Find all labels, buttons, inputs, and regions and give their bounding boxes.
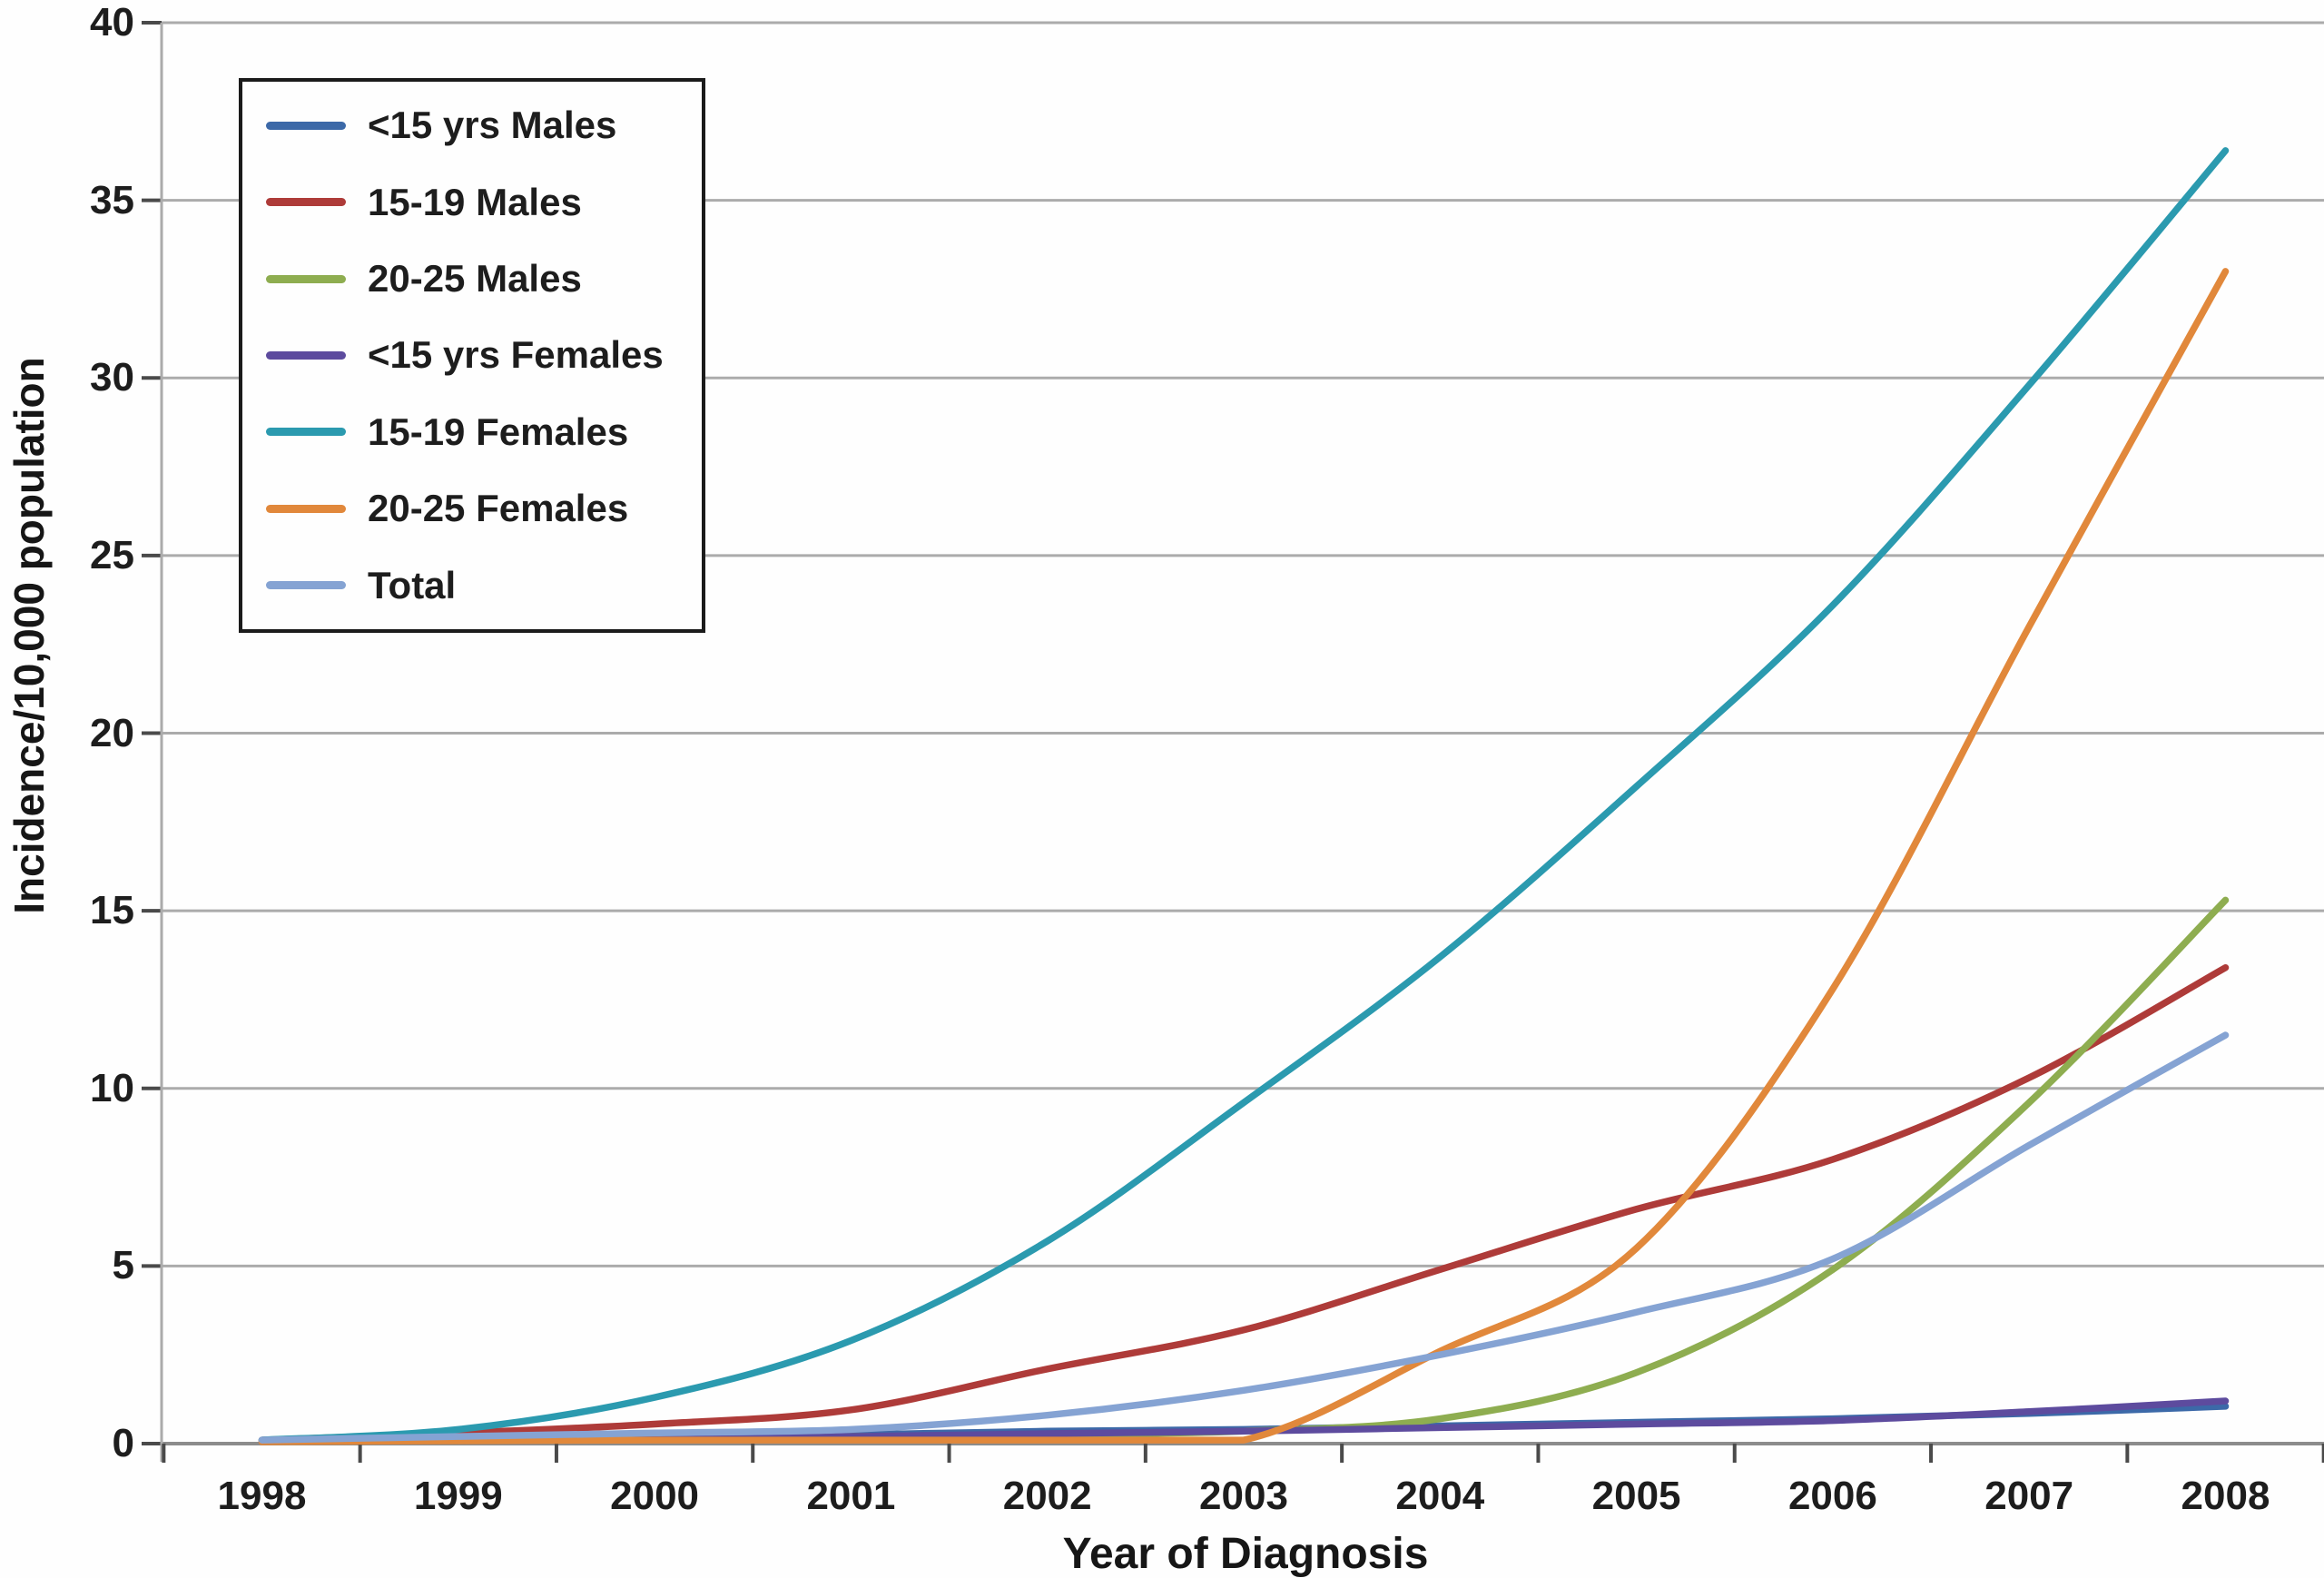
y-tick-label: 40: [90, 0, 134, 44]
legend-label: 20-25 Males: [368, 257, 582, 301]
legend-line-swatch: [266, 198, 346, 207]
x-tick-label: 2004: [1395, 1474, 1485, 1518]
legend-line-swatch: [266, 121, 346, 130]
legend-item: 20-25 Females: [242, 472, 702, 545]
x-tick-label: 2008: [2181, 1474, 2270, 1518]
legend-label: 15-19 Females: [368, 409, 629, 453]
y-tick-label: 15: [90, 888, 134, 933]
legend-line-swatch: [266, 350, 346, 360]
x-tick-label: 2001: [806, 1474, 896, 1518]
legend-item: 20-25 Males: [242, 242, 702, 315]
x-tick-label: 2007: [1984, 1474, 2074, 1518]
legend-label: <15 yrs Males: [368, 104, 617, 147]
legend-item: 15-19 Females: [242, 396, 702, 468]
y-tick-label: 30: [90, 355, 134, 400]
series-line-15-19-males: [258, 963, 2230, 1444]
legend-line-swatch: [266, 428, 346, 437]
legend-box: <15 yrs Males 15-19 Males 20-25 Males <15 y…: [239, 78, 705, 633]
legend-label: 20-25 Females: [368, 487, 629, 530]
x-tick-label: 2005: [1591, 1474, 1681, 1518]
y-tick-label: 10: [90, 1065, 134, 1110]
legend-item: 15-19 Males: [242, 166, 702, 239]
y-axis-title: Incidence/10,000 population: [5, 357, 53, 914]
legend-item: Total: [242, 549, 702, 622]
legend-line-swatch: [266, 581, 346, 590]
series-line-15-19-females: [258, 147, 2230, 1444]
legend-label: <15 yrs Females: [368, 333, 664, 377]
legend-item: <15 yrs Males: [242, 89, 702, 162]
y-tick-label: 25: [90, 532, 134, 577]
legend-item: <15 yrs Females: [242, 319, 702, 391]
y-tick-label: 0: [112, 1421, 134, 1465]
legend-label: Total: [368, 563, 457, 607]
legend-label: 15-19 Males: [368, 180, 582, 223]
series-line-total: [258, 1031, 2230, 1444]
x-tick-label: 2000: [610, 1474, 700, 1518]
y-tick-label: 5: [112, 1243, 134, 1288]
series-line-20-25-females: [258, 268, 2230, 1445]
x-tick-label: 1998: [217, 1474, 307, 1518]
x-tick-label: 2002: [1002, 1474, 1092, 1518]
x-tick-label: 1999: [413, 1474, 503, 1518]
y-tick-label: 20: [90, 710, 134, 755]
legend-line-swatch: [266, 274, 346, 283]
x-tick-label: 2003: [1199, 1474, 1288, 1518]
x-tick-label: 2006: [1787, 1474, 1877, 1518]
legend-line-swatch: [266, 504, 346, 513]
series-line-20-25-males: [258, 896, 2230, 1445]
y-tick-label: 35: [90, 177, 134, 222]
x-axis-title: Year of Diagnosis: [1062, 1530, 1429, 1578]
